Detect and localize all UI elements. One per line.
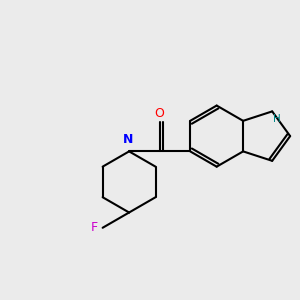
Text: O: O	[155, 107, 165, 120]
Text: N: N	[123, 133, 133, 146]
Text: H: H	[273, 114, 280, 124]
Text: F: F	[91, 221, 98, 234]
